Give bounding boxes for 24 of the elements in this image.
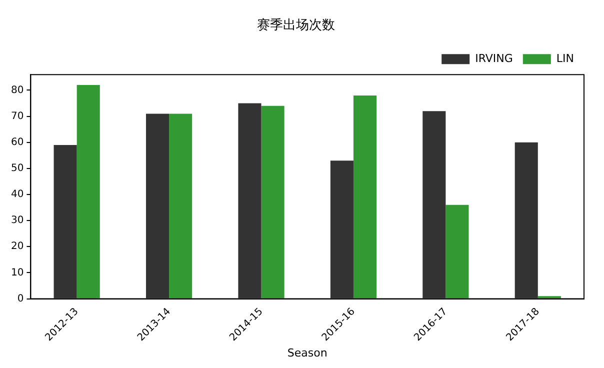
legend-label: LIN	[556, 52, 574, 65]
y-tick-label: 20	[10, 241, 24, 252]
bar	[330, 160, 354, 298]
bar	[146, 114, 170, 298]
bar	[54, 144, 77, 298]
y-tick-label: 80	[10, 84, 24, 96]
bar	[169, 114, 192, 298]
y-tick-label: 30	[10, 215, 24, 226]
y-tick-label: 10	[10, 267, 24, 278]
bar	[446, 204, 469, 298]
bar	[76, 85, 100, 298]
bar	[514, 142, 538, 298]
y-tick-label: 40	[10, 189, 24, 200]
bar	[238, 103, 262, 298]
y-tick-label: 60	[10, 136, 24, 148]
chart-title: 赛季出场次数	[257, 17, 335, 34]
bar	[261, 106, 284, 298]
legend-label: IRVING	[475, 52, 513, 65]
bar	[353, 95, 377, 298]
y-tick-label: 50	[10, 163, 24, 174]
x-axis-title: Season	[287, 346, 328, 360]
y-tick-label: 0	[17, 293, 24, 304]
y-tick-label: 70	[10, 110, 24, 122]
bar	[422, 111, 446, 298]
